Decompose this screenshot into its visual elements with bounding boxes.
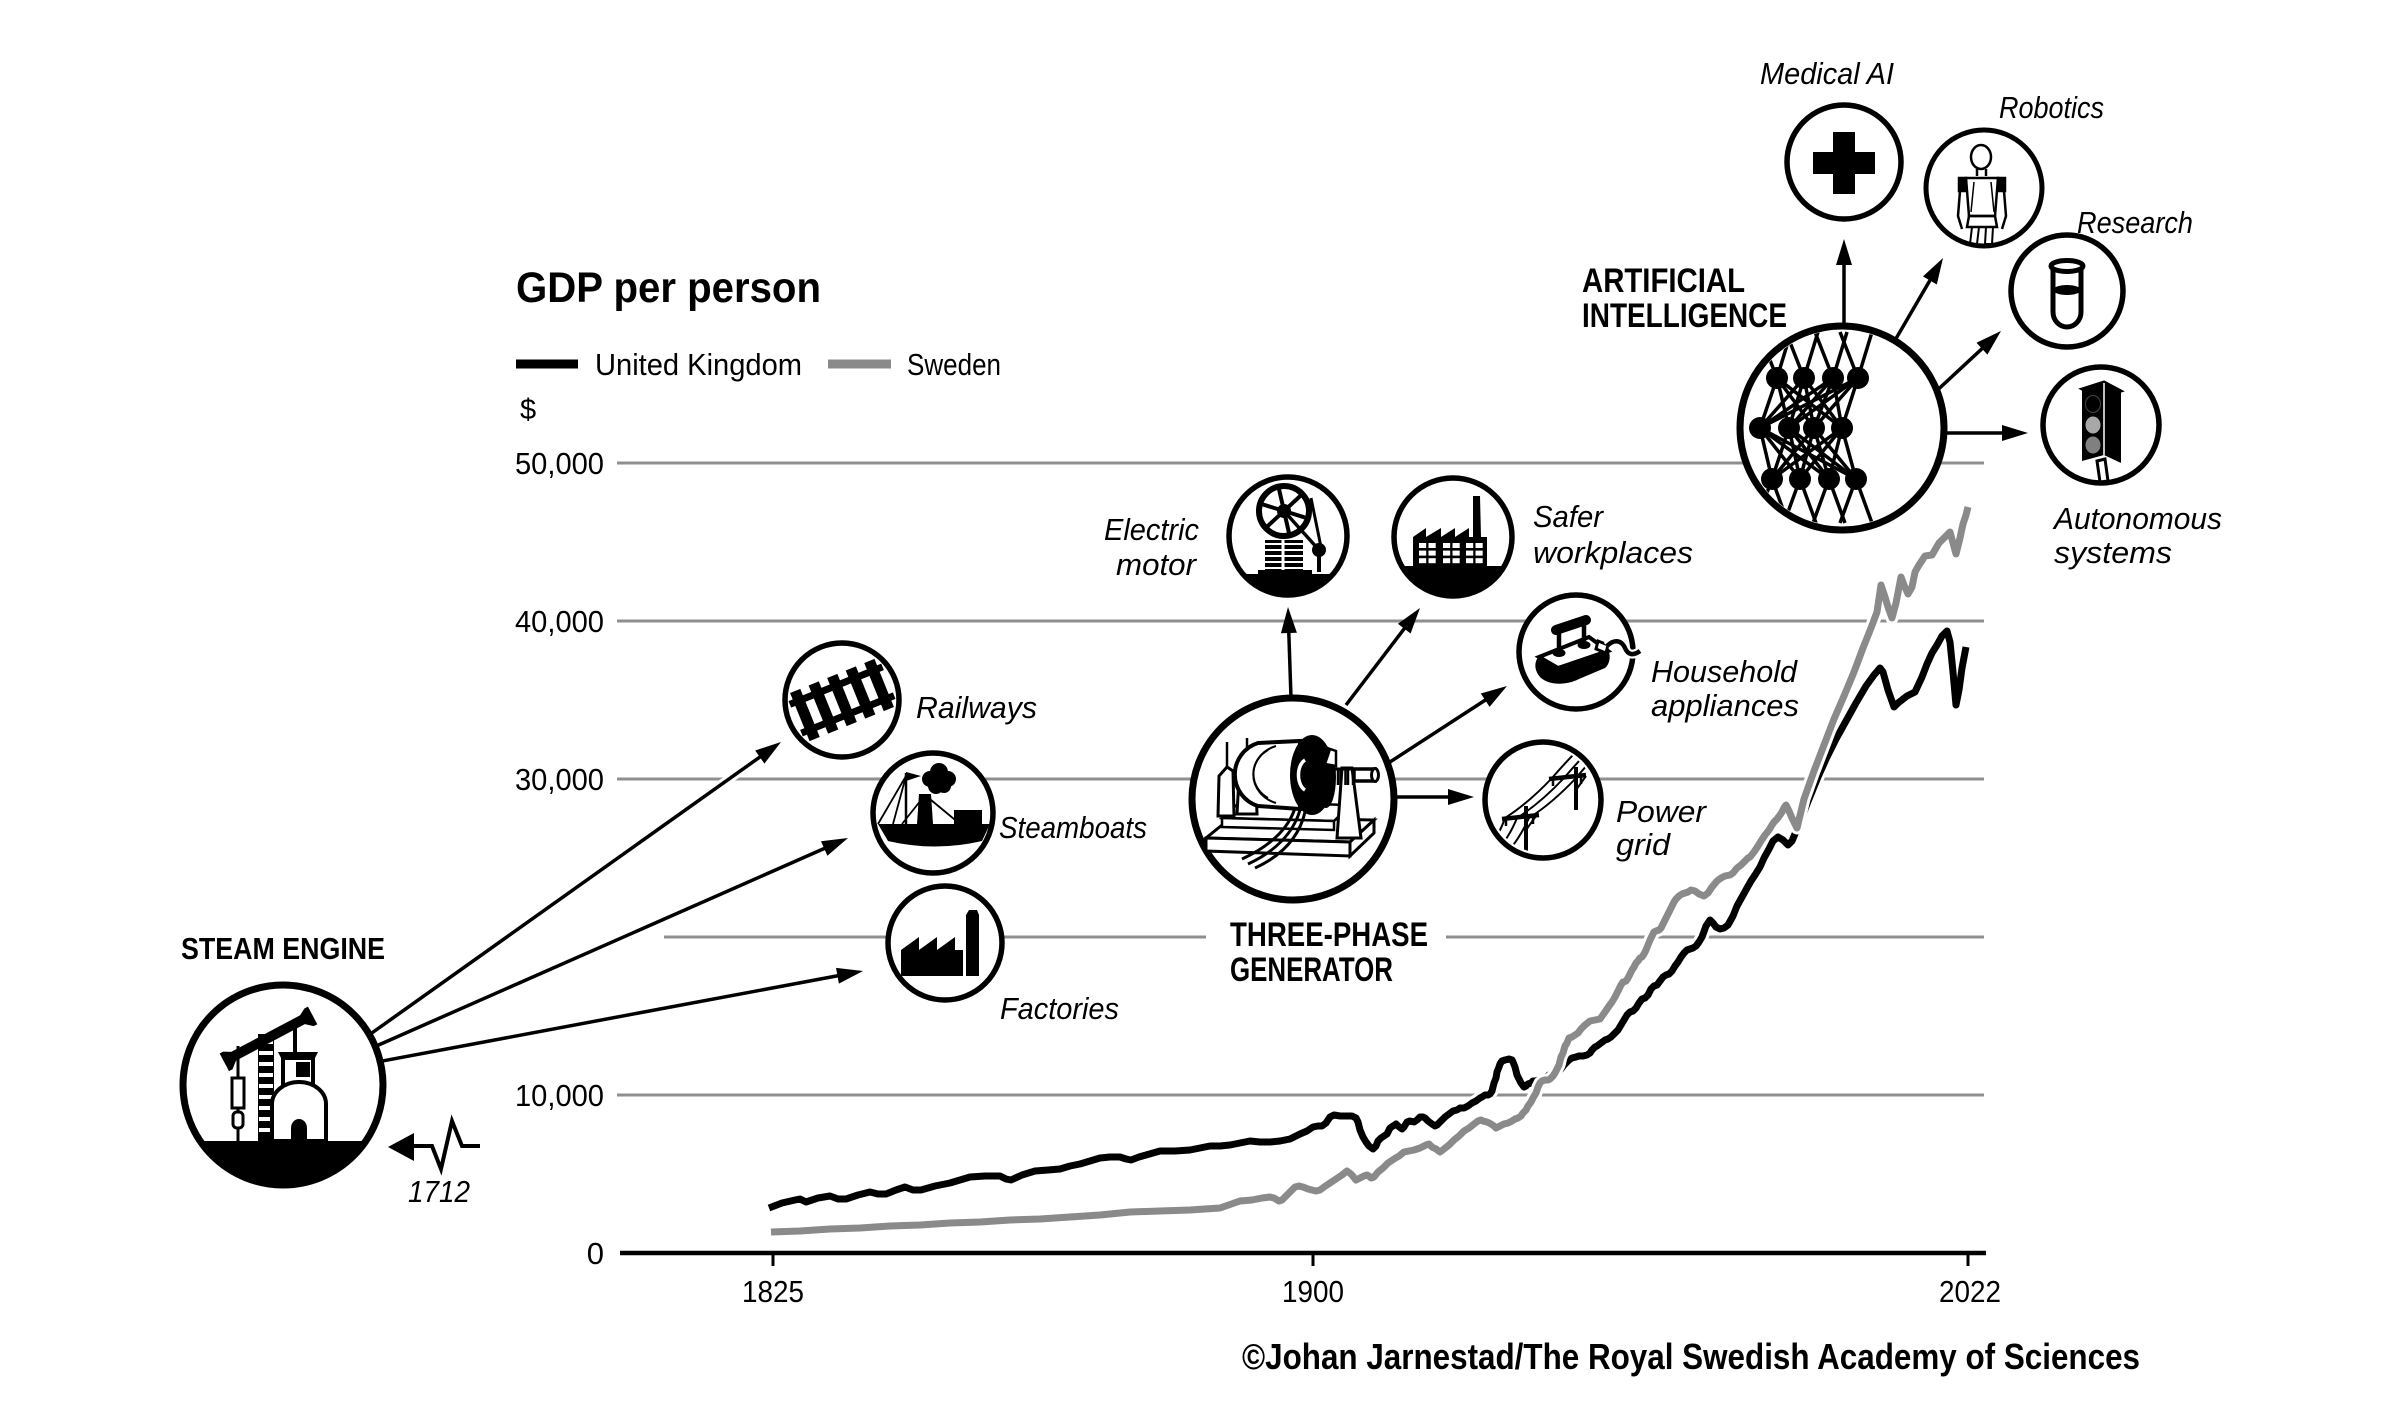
svg-text:Sweden: Sweden (907, 347, 1001, 382)
svg-text:Railways: Railways (916, 690, 1037, 725)
svg-text:0: 0 (587, 1236, 604, 1271)
svg-text:Research: Research (2077, 205, 2193, 240)
svg-text:Autonomous: Autonomous (2052, 501, 2222, 536)
svg-text:40,000: 40,000 (515, 604, 604, 639)
svg-text:1900: 1900 (1282, 1274, 1344, 1309)
svg-text:STEAM ENGINE: STEAM ENGINE (181, 931, 385, 966)
svg-text:Steamboats: Steamboats (999, 810, 1147, 845)
svg-text:30,000: 30,000 (515, 762, 604, 797)
svg-text:appliances: appliances (1651, 688, 1799, 723)
svg-text:systems: systems (2054, 535, 2172, 570)
svg-text:United Kingdom: United Kingdom (595, 347, 802, 382)
svg-text:Safer: Safer (1533, 499, 1605, 534)
svg-text:Medical AI: Medical AI (1760, 56, 1894, 91)
svg-text:1825: 1825 (742, 1274, 804, 1309)
svg-text:Factories: Factories (1000, 991, 1119, 1026)
svg-text:Household: Household (1651, 654, 1799, 689)
svg-text:THREE-PHASE: THREE-PHASE (1230, 916, 1428, 954)
svg-text:$: $ (520, 394, 536, 426)
svg-text:10,000: 10,000 (515, 1078, 604, 1113)
svg-text:GDP per person: GDP per person (516, 264, 821, 312)
svg-text:50,000: 50,000 (515, 446, 604, 481)
svg-text:1712: 1712 (408, 1174, 470, 1209)
svg-text:Electric: Electric (1104, 512, 1199, 547)
svg-text:workplaces: workplaces (1533, 535, 1693, 570)
svg-text:2022: 2022 (1939, 1274, 2001, 1309)
svg-text:INTELLIGENCE: INTELLIGENCE (1582, 297, 1787, 335)
svg-text:motor: motor (1116, 547, 1198, 582)
svg-text:GENERATOR: GENERATOR (1230, 951, 1393, 989)
svg-text:Robotics: Robotics (1999, 90, 2104, 125)
svg-text:©Johan Jarnestad/The Royal Swe: ©Johan Jarnestad/The Royal Swedish Acade… (1242, 1336, 2140, 1377)
svg-text:ARTIFICIAL: ARTIFICIAL (1582, 262, 1745, 300)
svg-text:Power: Power (1616, 794, 1708, 829)
svg-text:grid: grid (1616, 827, 1672, 862)
